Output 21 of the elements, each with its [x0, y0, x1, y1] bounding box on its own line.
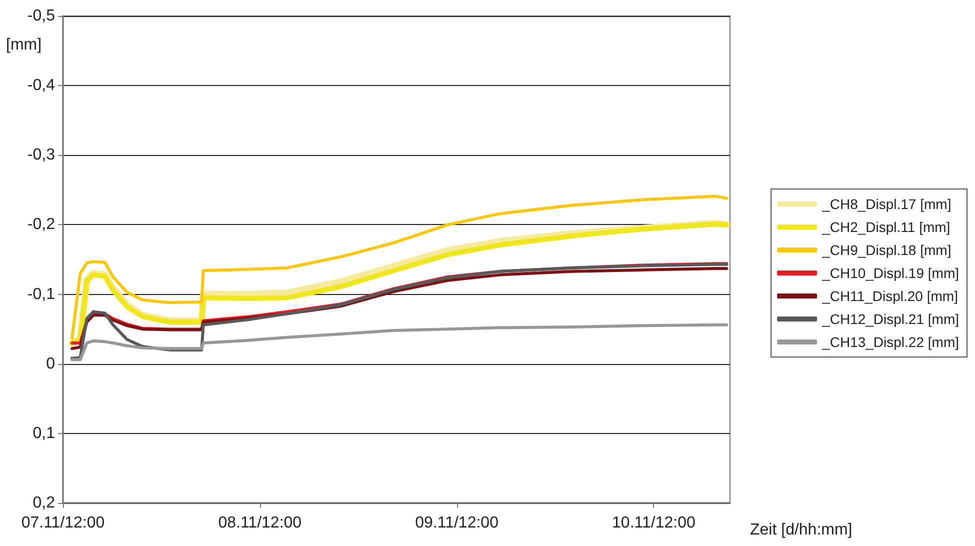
legend-label: _CH2_Displ.11 [mm]: [821, 219, 950, 235]
y-axis-title: [mm]: [6, 36, 42, 54]
x-axis-title: Zeit [d/hh:mm]: [750, 522, 852, 538]
y-tick-label: -0,3: [27, 146, 56, 164]
legend-label: _CH9_Displ.18 [mm]: [821, 242, 952, 258]
y-tick-label: 0,1: [32, 424, 56, 442]
y-tick-label: -0,4: [27, 77, 56, 94]
x-tick-label: 07.11/12:00: [21, 514, 105, 532]
legend-label: _CH12_Displ.21 [mm]: [821, 311, 959, 327]
x-tick-label: 08.11/12:00: [218, 514, 302, 532]
legend-label: _CH10_Displ.19 [mm]: [821, 265, 959, 281]
y-tick-label: 0,2: [32, 494, 56, 512]
legend-label: _CH13_Displ.22 [mm]: [821, 334, 959, 350]
y-tick-label: -0,2: [27, 216, 56, 234]
y-tick-label: -0,5: [27, 8, 56, 24]
legend-label: _CH8_Displ.17 [mm]: [821, 196, 952, 212]
x-tick-label: 09.11/12:00: [415, 514, 499, 532]
y-tick-label: 0: [46, 355, 56, 372]
legend-label: _CH11_Displ.20 [mm]: [821, 288, 958, 304]
x-tick-label: 10.11/12:00: [612, 514, 696, 532]
y-tick-label: -0,1: [27, 286, 56, 303]
